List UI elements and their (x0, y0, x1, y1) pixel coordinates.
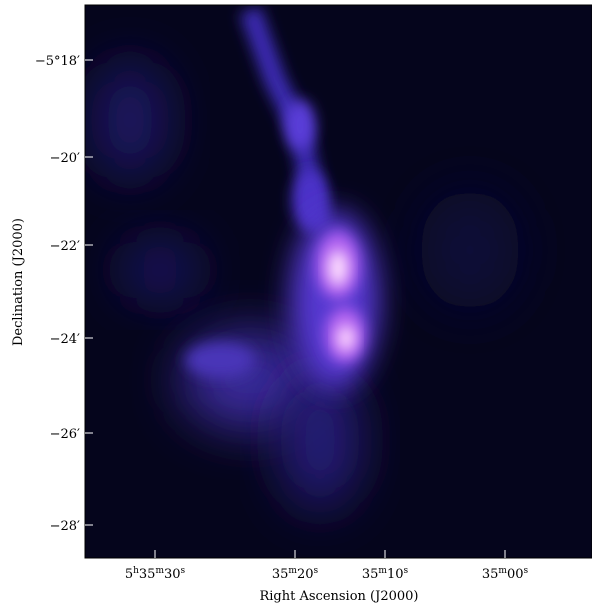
x-tick-part: 35 (482, 567, 499, 582)
y-tick-label: −20′ (50, 151, 80, 166)
x-tick-part: s (314, 566, 319, 576)
y-tick-label: −22′ (50, 239, 80, 254)
y-tick-label: −26′ (50, 427, 80, 442)
x-tick-part: 00 (507, 567, 524, 582)
x-tick-part: s (404, 566, 409, 576)
y-tick-label: −24′ (50, 332, 80, 347)
x-tick-part: 35 (362, 567, 379, 582)
x-tick-part: 30 (164, 567, 181, 582)
y-tick-label: −28′ (50, 519, 80, 534)
x-tick-part: 10 (387, 567, 404, 582)
y-tick-label: −5°18′ (35, 54, 80, 69)
x-tick-part: 20 (297, 567, 314, 582)
x-tick-part: 35 (139, 567, 156, 582)
y-axis-label: Declination (J2000) (11, 218, 26, 346)
x-tick-label: 35m20s (272, 566, 319, 582)
x-tick-part: s (524, 566, 529, 576)
x-tick-part: s (181, 566, 186, 576)
x-tick-part: 35 (272, 567, 289, 582)
x-axis-label: Right Ascension (J2000) (259, 589, 418, 604)
x-tick-label: 35m00s (482, 566, 529, 582)
x-tick-part: 5 (125, 567, 133, 582)
sky-image (85, 5, 592, 558)
x-tick-label: 35m10s (362, 566, 409, 582)
figure: 5h35m30s 35m20s 35m10s 35m00s −5°18′ −20′ −22′… (0, 0, 592, 606)
x-tick-label: 5h35m30s (125, 566, 186, 582)
